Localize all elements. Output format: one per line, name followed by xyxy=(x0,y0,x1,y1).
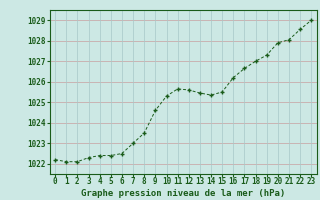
X-axis label: Graphe pression niveau de la mer (hPa): Graphe pression niveau de la mer (hPa) xyxy=(81,189,285,198)
